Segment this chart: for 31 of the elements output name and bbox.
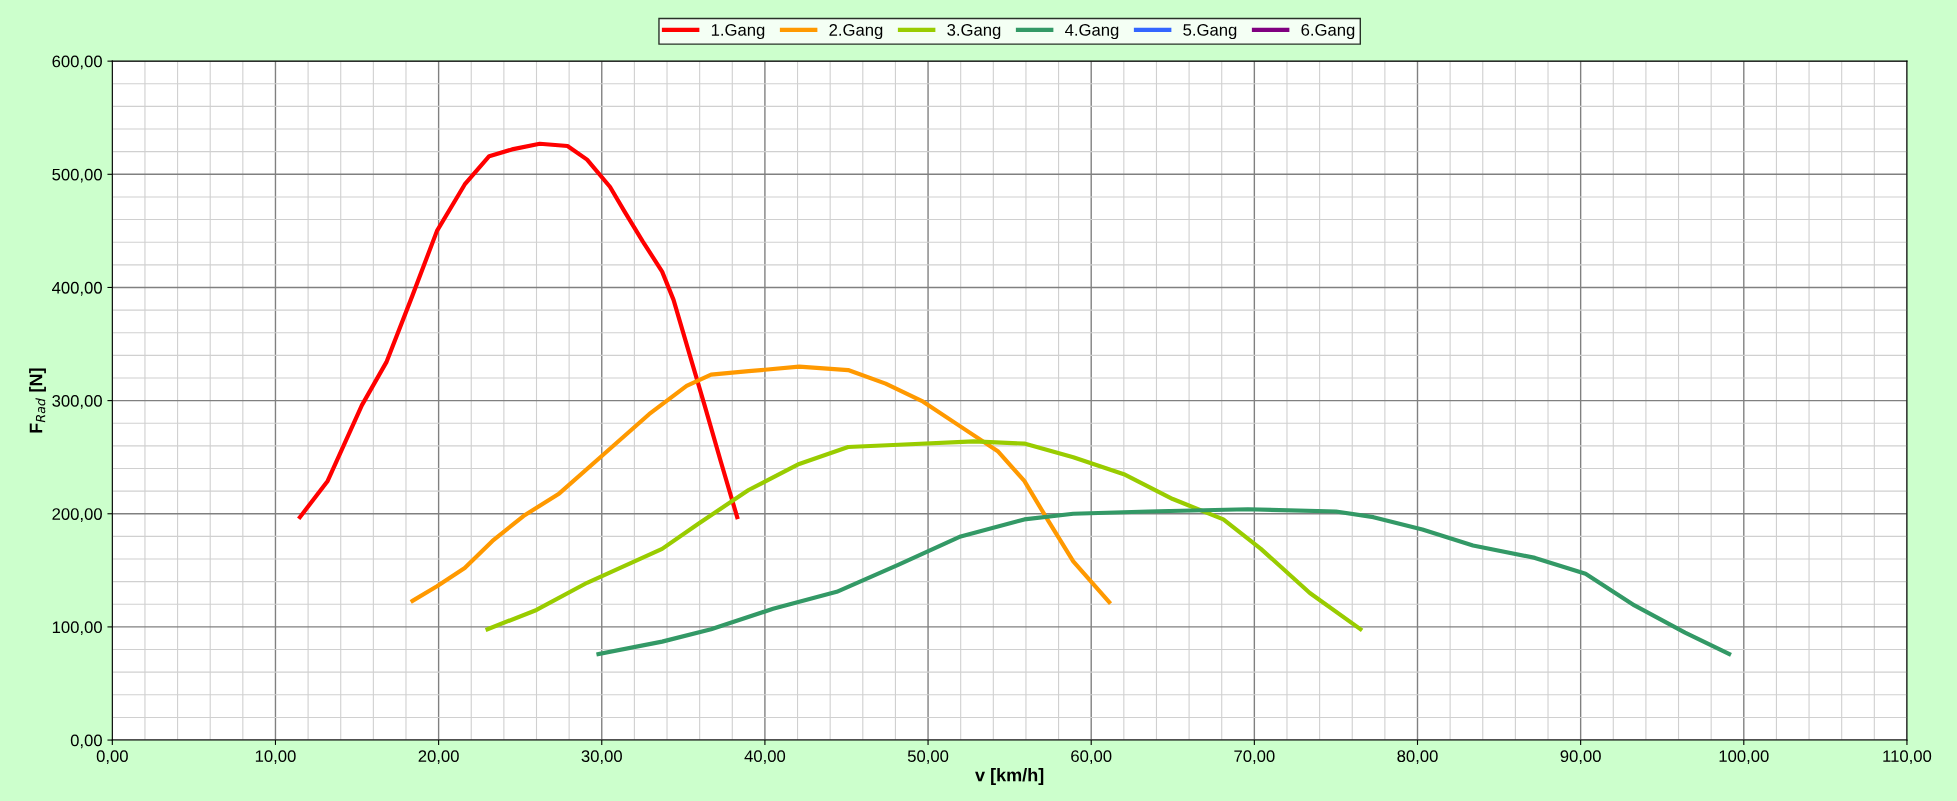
- x-tick-label: 50,00: [907, 750, 949, 764]
- y-tick-label: 0,00: [70, 734, 102, 749]
- line-series: [297, 141, 740, 520]
- legend-label: 5.Gang: [1183, 24, 1237, 40]
- y-tick-label: 500,00: [52, 168, 102, 183]
- line-series: [410, 364, 1112, 605]
- legend-label: 3.Gang: [947, 24, 1001, 40]
- y-tick-label: 100,00: [52, 621, 102, 636]
- x-tick-label: 100,00: [1719, 750, 1769, 764]
- x-tick-label: 20,00: [418, 750, 459, 764]
- legend-label: 4.Gang: [1065, 24, 1119, 40]
- x-axis-title: v [km/h]: [975, 768, 1044, 785]
- x-tick-label: 90,00: [1560, 750, 1601, 764]
- x-tick-label: 110,00: [1883, 750, 1932, 764]
- x-tick-label: 60,00: [1071, 750, 1112, 764]
- x-tick-label: 70,00: [1234, 750, 1275, 764]
- line-series: [596, 507, 1732, 657]
- x-tick-label: 80,00: [1397, 750, 1438, 764]
- x-tick-label: 10,00: [255, 750, 296, 764]
- x-tick-label: 40,00: [744, 750, 786, 764]
- y-tick-label: 400,00: [52, 281, 102, 296]
- line-series: [485, 439, 1363, 632]
- legend-label: 2.Gang: [829, 24, 883, 40]
- y-axis-title: F$_{Rad}$ [N]: [29, 368, 46, 433]
- y-tick-label: 300,00: [52, 395, 102, 409]
- x-tick-label: 0,00: [96, 750, 128, 764]
- y-tick-label: 200,00: [52, 508, 102, 522]
- legend-label: 6.Gang: [1301, 24, 1355, 40]
- x-tick-label: 30,00: [581, 750, 622, 764]
- legend-label: 1.Gang: [711, 24, 765, 40]
- y-tick-label: 600,00: [52, 55, 102, 70]
